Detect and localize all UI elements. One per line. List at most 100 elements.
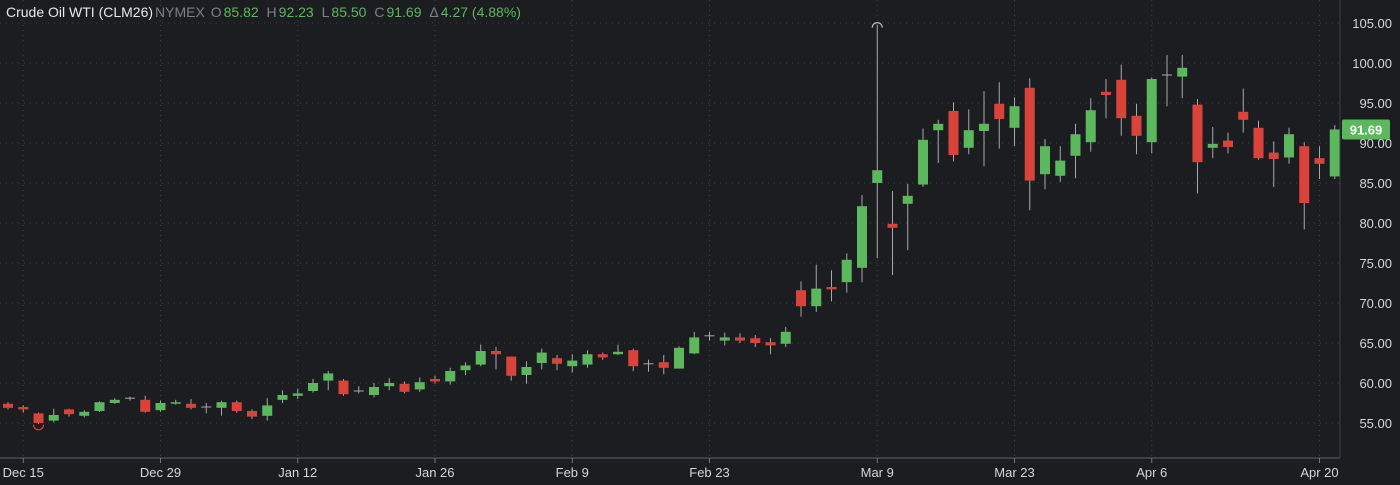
candle-down[interactable] [491,347,501,370]
candle-down[interactable] [1223,132,1233,154]
candle-up[interactable] [155,400,166,412]
candle-up[interactable] [292,388,303,399]
candle-down[interactable] [338,379,349,396]
candle-up[interactable] [857,195,867,283]
candle-down[interactable] [597,352,608,360]
candle-down[interactable] [1192,99,1203,194]
candle-up[interactable] [1177,55,1188,99]
candle-down[interactable] [1131,103,1142,155]
candle-up[interactable] [109,398,120,404]
candle-up[interactable] [125,396,135,401]
candle-down[interactable] [1253,120,1264,160]
candle-up[interactable] [1207,127,1218,159]
candle-up[interactable] [567,354,578,373]
candle-up[interactable] [445,367,456,385]
time-axis[interactable]: Dec 15 Dec 29 Jan 12 Jan 26 Feb 9 Feb 23 Mar 9… [3,458,1339,480]
candle-down[interactable] [750,335,761,347]
candle-up[interactable] [536,348,547,370]
candle-up[interactable] [262,398,273,421]
candle-down[interactable] [18,405,29,413]
candle-down[interactable] [994,82,1005,149]
candle-up[interactable] [689,331,700,355]
close-value: C 91.69 [374,4,422,20]
candle-down[interactable] [140,395,151,413]
candle-up[interactable] [582,350,593,368]
candle-down[interactable] [33,412,44,424]
candle-up[interactable] [170,399,181,405]
candle-up[interactable] [963,109,974,155]
candle-down[interactable] [948,102,959,162]
candle-up[interactable] [643,359,654,372]
candle-up[interactable] [353,386,364,394]
candle-up[interactable] [841,253,852,293]
candle-up[interactable] [1146,77,1157,154]
candle-up[interactable] [811,264,822,312]
candle-up[interactable] [94,401,105,412]
candle-down[interactable] [796,281,806,317]
candle-down[interactable] [765,338,776,355]
candle-down[interactable] [247,409,257,419]
candle-body [933,123,944,131]
candle-up[interactable] [460,362,471,375]
candle-up[interactable] [918,128,928,187]
candle-up[interactable] [216,400,227,416]
candle-down[interactable] [430,375,440,384]
candle-down[interactable] [231,400,242,413]
candle-up[interactable] [48,408,59,423]
candle-up[interactable] [704,331,715,341]
candle-up[interactable] [1162,55,1172,107]
candle-up[interactable] [780,327,791,347]
candle-up[interactable] [1329,125,1340,179]
candle-body [857,206,867,268]
candle-up[interactable] [308,379,318,393]
candle-up[interactable] [902,183,913,251]
candle-down[interactable] [826,270,837,302]
candle-up[interactable] [475,344,486,367]
candle-up[interactable] [674,346,684,369]
candle-up[interactable] [384,378,395,391]
candle-down[interactable] [64,408,74,417]
candle-up[interactable] [1070,123,1081,179]
candle-down[interactable] [1238,88,1249,133]
price-axis[interactable]: 55.00 60.00 65.00 70.00 75.00 80.00 85.00 90.00… [1352,16,1392,431]
candle-up[interactable] [719,332,730,346]
price-tick-label: 75.00 [1359,256,1392,271]
candle-body [1040,146,1050,175]
candle-up[interactable] [933,119,944,163]
candle-down[interactable] [399,381,410,394]
candle-up[interactable] [872,24,883,259]
time-tick-label: Jan 12 [278,465,317,480]
candle-down[interactable] [887,191,898,275]
candle-down[interactable] [1116,64,1127,136]
candle-down[interactable] [628,348,639,371]
candle-down[interactable] [1299,142,1310,230]
candle-down[interactable] [1101,79,1111,119]
candle-up[interactable] [1055,146,1066,183]
candle-up[interactable] [323,371,334,391]
price-tick-label: 65.00 [1359,336,1392,351]
candle-up[interactable] [613,344,623,355]
candle-up[interactable] [369,383,379,398]
candle-down[interactable] [506,356,517,381]
candle-up[interactable] [979,91,989,167]
candle-down[interactable] [658,355,669,375]
candle-up[interactable] [201,403,212,414]
candle-down[interactable] [1314,146,1325,179]
candle-down[interactable] [552,355,562,371]
candle-up[interactable] [277,390,288,403]
symbol-name[interactable]: Crude Oil WTI (CLM26) [6,4,154,20]
candle-down[interactable] [1024,78,1035,211]
candle-up[interactable] [79,410,90,418]
candle-up[interactable] [1284,127,1294,164]
candle-up[interactable] [521,361,532,384]
candle-down[interactable] [3,402,13,410]
candle-down[interactable] [186,399,196,410]
candle-body [399,383,410,392]
candle-down[interactable] [735,333,745,343]
candle-up[interactable] [1040,139,1050,190]
candle-down[interactable] [1268,141,1279,187]
candle-up[interactable] [1085,98,1096,152]
candle-up[interactable] [414,377,425,392]
candle-up[interactable] [1009,97,1020,147]
